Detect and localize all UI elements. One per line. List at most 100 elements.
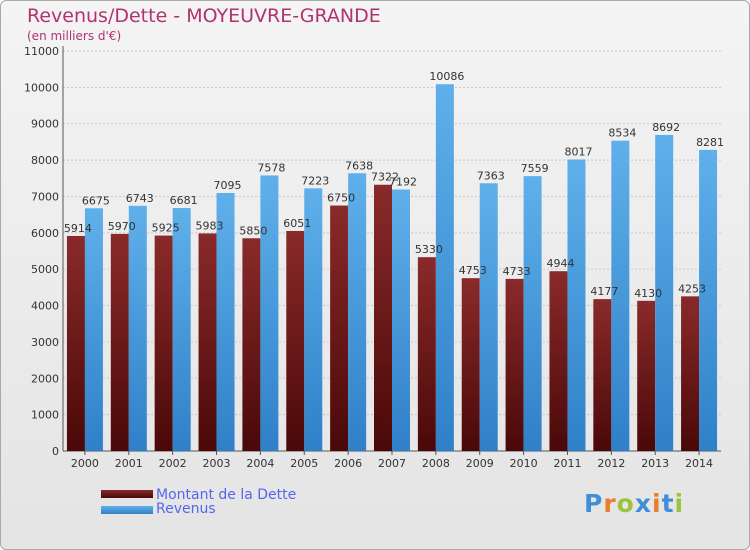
data-label-revenus: 7192 bbox=[389, 175, 417, 188]
chart-title: Revenus/Dette - MOYEUVRE-GRANDE bbox=[27, 5, 381, 27]
bar-revenus bbox=[172, 208, 191, 451]
data-label-revenus: 6681 bbox=[170, 194, 198, 207]
bar-dette bbox=[66, 235, 85, 451]
data-label-dette: 6750 bbox=[327, 192, 355, 205]
logo-letter: i bbox=[674, 489, 685, 518]
y-tick-label: 6000 bbox=[31, 227, 59, 240]
x-tick-label: 2011 bbox=[553, 457, 581, 470]
legend-label-revenus: Revenus bbox=[156, 501, 216, 517]
bar-dette bbox=[242, 238, 261, 451]
x-tick-label: 2002 bbox=[159, 457, 187, 470]
bar-revenus bbox=[348, 173, 367, 451]
data-label-revenus: 8281 bbox=[696, 136, 724, 149]
x-tick-label: 2012 bbox=[597, 457, 625, 470]
x-tick-label: 2010 bbox=[510, 457, 538, 470]
data-label-revenus: 10086 bbox=[429, 70, 464, 83]
y-tick-label: 2000 bbox=[31, 372, 59, 385]
y-tick-label: 5000 bbox=[31, 263, 59, 276]
y-tick-label: 10000 bbox=[24, 81, 59, 94]
data-label-revenus: 7095 bbox=[214, 179, 242, 192]
x-tick-label: 2003 bbox=[203, 457, 231, 470]
bar-revenus bbox=[128, 205, 147, 451]
x-tick-label: 2007 bbox=[378, 457, 406, 470]
data-label-dette: 4253 bbox=[678, 282, 706, 295]
data-label-revenus: 7223 bbox=[301, 174, 329, 187]
data-label-dette: 4177 bbox=[590, 285, 618, 298]
bar-dette bbox=[330, 205, 349, 451]
logo-letter: x bbox=[634, 489, 652, 518]
legend-label-dette: Montant de la Dette bbox=[156, 487, 297, 503]
x-tick-label: 2005 bbox=[290, 457, 318, 470]
bar-revenus bbox=[523, 176, 542, 452]
data-label-dette: 5850 bbox=[239, 224, 267, 237]
bar-dette bbox=[417, 257, 436, 451]
data-label-dette: 5983 bbox=[196, 219, 224, 232]
bar-dette bbox=[154, 235, 173, 451]
bar-dette bbox=[198, 233, 217, 451]
data-label-revenus: 7363 bbox=[477, 169, 505, 182]
bar-dette bbox=[461, 278, 480, 451]
logo-letter: P bbox=[584, 489, 604, 518]
y-tick-label: 4000 bbox=[31, 300, 59, 313]
x-tick-label: 2000 bbox=[71, 457, 99, 470]
x-tick-label: 2001 bbox=[115, 457, 143, 470]
data-label-dette: 7322 bbox=[371, 171, 399, 184]
bar-revenus bbox=[479, 183, 498, 451]
x-tick-label: 2013 bbox=[641, 457, 669, 470]
y-tick-label: 3000 bbox=[31, 336, 59, 349]
logo-letter: r bbox=[603, 489, 617, 518]
data-label-revenus: 8017 bbox=[564, 145, 592, 158]
data-label-revenus: 7559 bbox=[521, 162, 549, 175]
data-label-revenus: 8534 bbox=[608, 127, 636, 140]
y-tick-label: 1000 bbox=[31, 409, 59, 422]
data-label-revenus: 7638 bbox=[345, 159, 373, 172]
y-tick-label: 8000 bbox=[31, 154, 59, 167]
x-tick-label: 2006 bbox=[334, 457, 362, 470]
bar-dette bbox=[286, 230, 305, 451]
data-label-revenus: 7578 bbox=[257, 161, 285, 174]
data-label-dette: 4944 bbox=[546, 257, 574, 270]
bar-revenus bbox=[655, 134, 674, 451]
bar-revenus bbox=[260, 175, 279, 451]
bar-revenus bbox=[699, 149, 718, 451]
chart-subtitle: (en milliers d'€) bbox=[27, 29, 122, 43]
y-tick-label: 11000 bbox=[24, 45, 59, 58]
bar-revenus bbox=[392, 189, 410, 452]
proxiti-logo: Proxiti bbox=[584, 489, 684, 518]
bar-dette bbox=[681, 296, 700, 451]
x-tick-label: 2004 bbox=[246, 457, 274, 470]
x-tick-label: 2008 bbox=[422, 457, 450, 470]
data-label-dette: 4130 bbox=[634, 287, 662, 300]
data-label-dette: 5914 bbox=[64, 222, 92, 235]
data-label-dette: 4733 bbox=[503, 265, 531, 278]
logo-letter: t bbox=[661, 489, 675, 518]
data-label-dette: 6051 bbox=[283, 217, 311, 230]
bar-dette bbox=[593, 299, 612, 451]
bar-revenus bbox=[304, 188, 323, 451]
legend-swatch-dette bbox=[101, 490, 153, 498]
x-tick-label: 2014 bbox=[685, 457, 713, 470]
bar-revenus bbox=[611, 140, 630, 451]
logo-letter: o bbox=[616, 489, 635, 518]
bar-revenus bbox=[216, 193, 235, 451]
bar-revenus bbox=[84, 208, 103, 451]
bar-dette bbox=[637, 300, 656, 451]
bar-revenus bbox=[435, 84, 454, 452]
legend-swatch-revenus bbox=[101, 506, 153, 514]
data-label-revenus: 8692 bbox=[652, 121, 680, 134]
y-tick-label: 0 bbox=[52, 445, 59, 458]
data-label-dette: 4753 bbox=[459, 264, 487, 277]
bar-revenus bbox=[567, 159, 586, 452]
bar-dette bbox=[549, 271, 568, 451]
data-label-dette: 5970 bbox=[108, 220, 136, 233]
y-tick-label: 9000 bbox=[31, 118, 59, 131]
bar-dette bbox=[374, 184, 392, 451]
data-label-revenus: 6675 bbox=[82, 194, 110, 207]
bar-dette bbox=[505, 278, 524, 451]
data-label-dette: 5925 bbox=[152, 222, 180, 235]
bar-dette bbox=[110, 233, 129, 451]
data-label-dette: 5330 bbox=[415, 243, 443, 256]
data-label-revenus: 6743 bbox=[126, 192, 154, 205]
